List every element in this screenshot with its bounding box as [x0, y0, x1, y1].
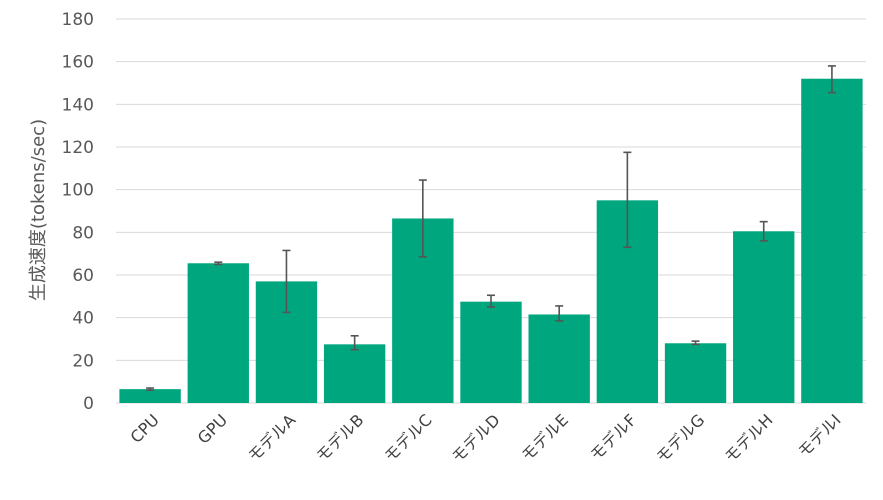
x-tick-label: GPU: [194, 410, 231, 447]
x-tick-label: モデルG: [652, 410, 708, 466]
bar: [187, 263, 249, 403]
error-bar: [691, 340, 700, 346]
error-bar: [350, 334, 359, 351]
bar: [119, 389, 181, 403]
bar: [460, 301, 522, 403]
x-tick-label: モデルH: [721, 410, 777, 466]
x-tick-label: モデルE: [517, 410, 572, 465]
y-tick-label: 20: [72, 351, 94, 371]
y-tick-label: 0: [83, 394, 94, 414]
error-bar: [282, 249, 291, 314]
error-bar: [555, 305, 564, 322]
y-axis-title: 生成速度(tokens/sec): [28, 119, 49, 301]
error-bar: [214, 261, 223, 266]
x-tick-label: モデルA: [244, 410, 299, 465]
y-axis-tick-labels: 0 20 40 60 80 100 120 140 160 180: [62, 10, 94, 414]
bar: [323, 344, 386, 403]
x-tick-label: CPU: [126, 410, 162, 446]
y-tick-label: 180: [62, 10, 94, 30]
y-tick-label: 120: [62, 138, 94, 158]
error-bar: [759, 220, 768, 242]
y-tick-label: 40: [72, 309, 94, 329]
x-tick-label: モデルB: [312, 410, 367, 465]
x-axis-category-labels: CPU GPU モデルA モデルB モデルC モデルD モデルE モデルF モデルG モデルH モデ…: [126, 410, 844, 466]
x-tick-label: モデルF: [586, 410, 640, 464]
y-tick-label: 60: [72, 266, 94, 286]
bar: [664, 343, 727, 403]
error-bar: [146, 387, 155, 392]
x-tick-label: モデルI: [794, 410, 845, 461]
error-bar: [487, 294, 495, 308]
bar: [528, 314, 590, 403]
y-tick-label: 80: [72, 223, 94, 243]
error-bar: [418, 179, 427, 258]
error-bar: [623, 151, 632, 249]
bars: [119, 78, 863, 403]
x-tick-label: モデルD: [448, 410, 504, 466]
y-tick-label: 100: [62, 181, 94, 201]
x-tick-label: モデルC: [380, 410, 435, 465]
bar: [733, 231, 795, 403]
y-tick-label: 160: [62, 53, 94, 73]
error-bar: [827, 65, 836, 94]
y-tick-label: 140: [62, 95, 94, 115]
bar: [801, 78, 863, 403]
error-bars: [146, 65, 836, 392]
